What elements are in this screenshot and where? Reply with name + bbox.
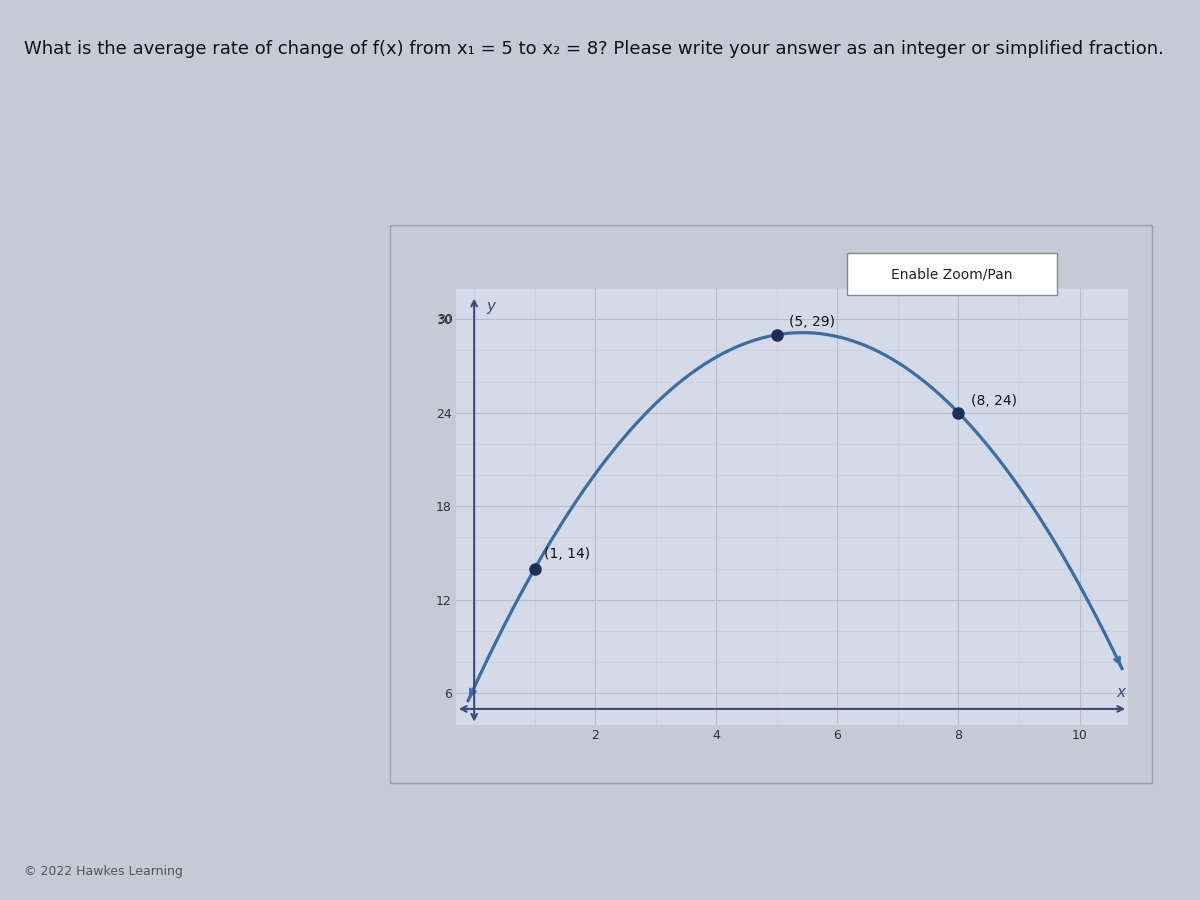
Text: (8, 24): (8, 24) [971, 394, 1016, 408]
Text: What is the average rate of change of f(x) from x₁ = 5 to x₂ = 8? Please write y: What is the average rate of change of f(… [24, 40, 1164, 58]
Text: (1, 14): (1, 14) [544, 547, 590, 561]
Text: © 2022 Hawkes Learning: © 2022 Hawkes Learning [24, 865, 182, 878]
Text: y: y [486, 299, 496, 314]
Text: (5, 29): (5, 29) [788, 314, 835, 328]
Text: 30: 30 [437, 312, 452, 326]
Text: x: x [1116, 685, 1124, 699]
Text: Enable Zoom/Pan: Enable Zoom/Pan [892, 267, 1013, 281]
